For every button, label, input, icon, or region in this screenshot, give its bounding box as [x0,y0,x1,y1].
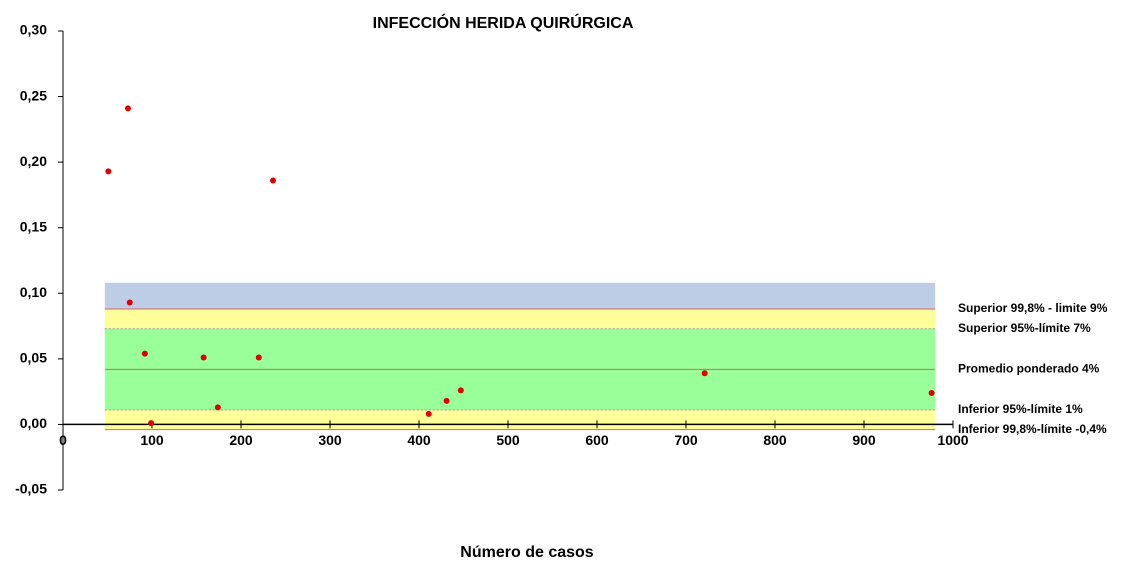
x-tick-label: 300 [318,432,342,448]
x-axis-label: Número de casos [460,544,593,561]
band [104,369,936,411]
x-tick-label: 600 [585,432,609,448]
chart-title: INFECCIÓN HERIDA QUIRÚRGICA [373,13,634,32]
limit-label: Promedio ponderado 4% [958,362,1100,376]
x-tick-label: 800 [763,432,787,448]
x-tick-label: 900 [852,432,876,448]
point [200,354,207,361]
point [124,105,131,112]
x-tick-label: 100 [140,432,164,448]
point [928,389,935,396]
band [104,328,936,370]
x-tick-label: 700 [674,432,698,448]
point [701,370,708,377]
y-tick-label: 0,20 [20,153,47,169]
limit-label: Inferior 99,8%-límite -0,4% [958,422,1107,436]
y-tick-label: -0,05 [15,481,47,497]
y-tick-label: 0,05 [20,350,47,366]
limit-label: Superior 95%-límite 7% [958,321,1091,335]
point [457,387,464,394]
y-tick-label: 0,00 [20,415,47,431]
x-tick-label: 400 [407,432,431,448]
y-tick-label: 0,10 [20,284,47,300]
x-tick-label: 0 [59,432,67,448]
y-tick-label: 0,25 [20,87,47,103]
x-tick-label: 200 [229,432,253,448]
band [104,309,936,329]
y-tick-label: 0,30 [20,22,47,38]
point [105,168,112,175]
point [255,354,262,361]
point [214,404,221,411]
band [104,410,936,430]
point [148,420,155,427]
point [141,350,148,357]
x-tick-label: 1000 [937,432,968,448]
y-tick-label: 0,15 [20,218,47,234]
band [104,282,936,310]
point [425,410,432,417]
point [443,397,450,404]
point [270,177,277,184]
limit-label: Inferior 95%-límite 1% [958,402,1083,416]
point [126,299,133,306]
limit-label: Superior 99,8% - limite 9% [958,301,1108,315]
x-tick-label: 500 [496,432,520,448]
